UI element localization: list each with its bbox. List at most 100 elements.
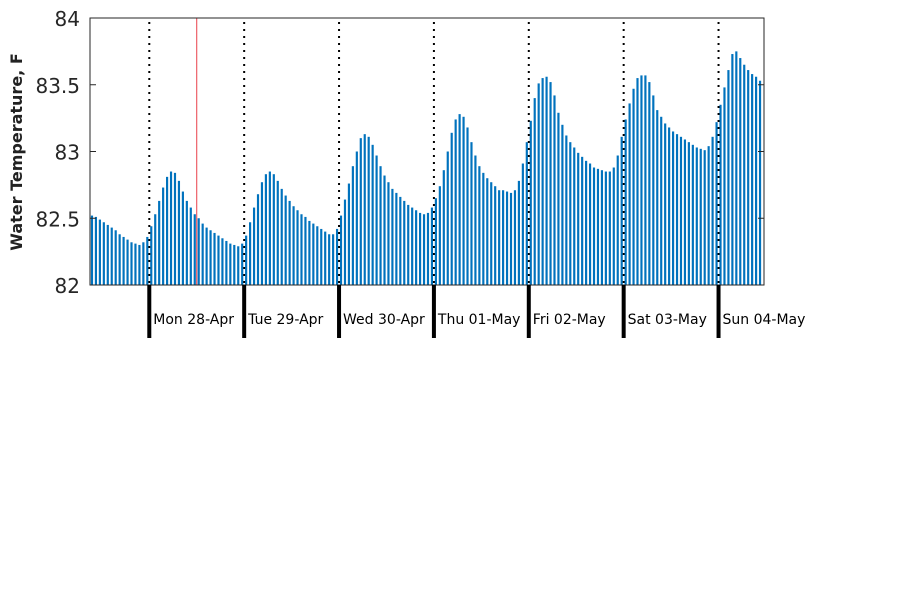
bar — [430, 207, 434, 285]
bar — [521, 163, 524, 285]
bar — [162, 187, 165, 285]
bar — [415, 210, 418, 285]
bar — [652, 95, 655, 286]
bar — [446, 151, 449, 285]
bar — [114, 230, 117, 285]
y-axis-label: Water Temperature, F — [7, 53, 26, 251]
bar — [458, 114, 461, 286]
bar — [371, 144, 374, 285]
bar — [276, 180, 279, 285]
bar — [604, 171, 607, 285]
bar — [395, 192, 398, 285]
bar — [462, 116, 465, 285]
bar — [494, 186, 497, 285]
bar — [679, 136, 683, 285]
bar — [743, 64, 746, 285]
bar — [383, 175, 386, 285]
bar — [221, 238, 224, 285]
bar — [596, 168, 600, 285]
bar — [94, 216, 98, 285]
bar — [739, 58, 742, 285]
bar — [723, 87, 726, 285]
bar — [541, 78, 544, 285]
bar — [332, 234, 335, 285]
bar — [758, 80, 762, 286]
bar — [747, 70, 750, 285]
bar — [130, 242, 133, 285]
y-tick-label: 82.5 — [35, 207, 80, 231]
day-label: Sun 04-May — [723, 312, 806, 328]
bar — [245, 235, 248, 285]
bar — [351, 166, 354, 285]
bar — [158, 200, 161, 285]
bar — [90, 215, 94, 285]
bar — [304, 216, 307, 285]
bar — [628, 103, 631, 285]
bar — [478, 166, 481, 285]
bar — [118, 234, 121, 285]
day-label: Thu 01-May — [437, 312, 521, 328]
bar — [474, 155, 477, 285]
bar — [201, 223, 204, 285]
bar — [727, 70, 730, 285]
bar — [687, 142, 690, 285]
bar — [525, 142, 528, 285]
bar — [513, 190, 517, 285]
bar — [517, 180, 520, 285]
bar — [387, 182, 390, 285]
bar — [209, 230, 212, 285]
bar — [454, 119, 457, 286]
bar — [573, 147, 576, 285]
bar — [442, 170, 445, 285]
bar — [193, 214, 196, 285]
bar — [600, 170, 604, 285]
bar — [426, 212, 430, 285]
bar — [122, 236, 125, 285]
bar — [284, 195, 287, 285]
bar — [411, 207, 414, 285]
bar — [612, 167, 615, 285]
bar — [142, 242, 145, 285]
bar — [490, 182, 493, 285]
bar — [656, 110, 659, 285]
bar — [660, 116, 663, 285]
bar — [241, 243, 244, 285]
bar — [450, 132, 453, 285]
bar — [505, 191, 509, 285]
bar — [169, 171, 173, 285]
bar — [102, 222, 105, 285]
bar — [268, 171, 271, 285]
bar — [166, 176, 169, 285]
day-label: Wed 30-Apr — [343, 312, 425, 328]
bar — [264, 174, 267, 285]
day-label: Mon 28-Apr — [153, 312, 234, 328]
bar — [367, 136, 370, 285]
bar — [675, 134, 679, 285]
bar — [256, 194, 260, 285]
bar — [636, 78, 639, 285]
day-label: Tue 29-Apr — [247, 312, 323, 328]
bar — [691, 144, 694, 285]
bar — [470, 142, 473, 285]
bar — [537, 83, 540, 285]
bar — [288, 200, 291, 285]
bar — [249, 222, 252, 285]
bar — [608, 171, 611, 285]
bar — [343, 199, 347, 285]
bar — [177, 180, 181, 285]
bar — [707, 146, 710, 285]
bar — [640, 75, 643, 285]
bar — [399, 196, 402, 285]
bar — [197, 218, 200, 285]
bar — [671, 131, 675, 285]
bar — [335, 228, 339, 285]
bar — [711, 136, 714, 285]
bar — [632, 88, 635, 285]
bar — [205, 227, 208, 285]
bar — [359, 138, 362, 285]
bar — [347, 183, 351, 285]
bar — [620, 136, 623, 285]
bar — [355, 151, 358, 285]
bar — [577, 152, 580, 285]
